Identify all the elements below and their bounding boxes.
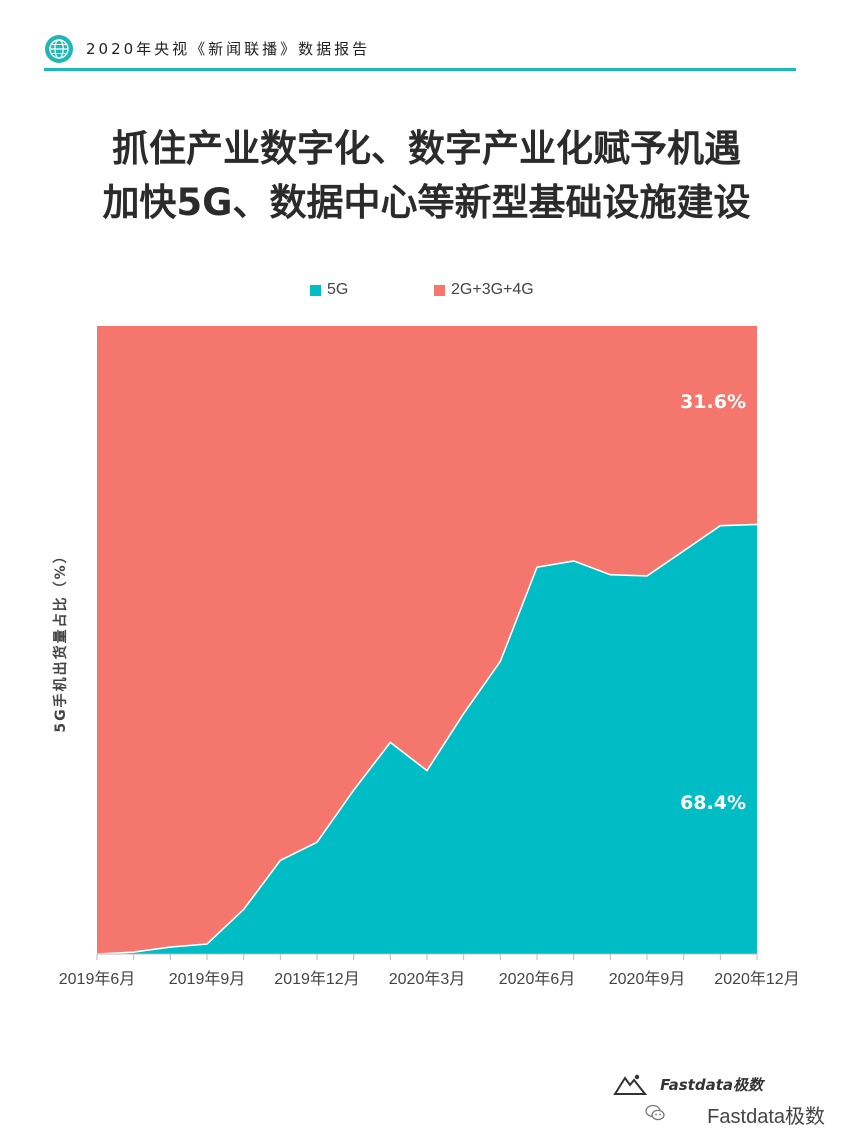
area-5g bbox=[97, 524, 757, 954]
account-name: Fastdata极数 bbox=[707, 1106, 825, 1128]
header-divider bbox=[44, 68, 796, 71]
legend-item-234g: 2G+3G+4G bbox=[434, 278, 534, 302]
chart-legend: 5G 2G+3G+4G bbox=[0, 278, 853, 302]
wechat-icon bbox=[645, 1104, 665, 1121]
series-boundary-line bbox=[96, 523, 758, 955]
globe-icon bbox=[45, 35, 73, 63]
x-tick-label: 2020年3月 bbox=[389, 970, 466, 988]
legend-item-5g: 5G bbox=[310, 278, 348, 302]
legend-swatch-234g bbox=[434, 284, 445, 296]
x-tick-label: 2020年12月 bbox=[714, 970, 799, 988]
headline-line-2: 加快5G、数据中心等新型基础设施建设 bbox=[102, 181, 751, 224]
report-title: 2020年央视《新闻联播》数据报告 bbox=[86, 40, 371, 58]
legend-label-5g: 5G bbox=[327, 281, 349, 298]
legend-swatch-5g bbox=[310, 284, 321, 296]
x-tick-label: 2019年9月 bbox=[169, 970, 246, 988]
x-tick-label: 2020年6月 bbox=[499, 970, 576, 988]
mountain-logo-icon bbox=[613, 1074, 647, 1095]
legend-label-234g: 2G+3G+4G bbox=[451, 281, 534, 298]
headline-line-1: 抓住产业数字化、数字产业化赋予机遇 bbox=[112, 127, 741, 170]
x-tick-label: 2019年6月 bbox=[59, 970, 136, 988]
footer-branding: Fastdata极数 Fastdata极数 bbox=[605, 1070, 825, 1130]
x-tick-label: 2019年12月 bbox=[274, 970, 359, 988]
data-label-234g: 31.6% bbox=[680, 391, 746, 413]
data-label-5g: 68.4% bbox=[680, 792, 746, 814]
report-header: 2020年央视《新闻联播》数据报告 bbox=[44, 30, 796, 71]
x-axis-ticks: 2019年6月 2019年9月 2019年12月 2020年3月 2020年6月 2020… bbox=[59, 954, 800, 988]
brand-name: Fastdata极数 bbox=[660, 1076, 763, 1094]
x-tick-label: 2020年9月 bbox=[609, 970, 686, 988]
